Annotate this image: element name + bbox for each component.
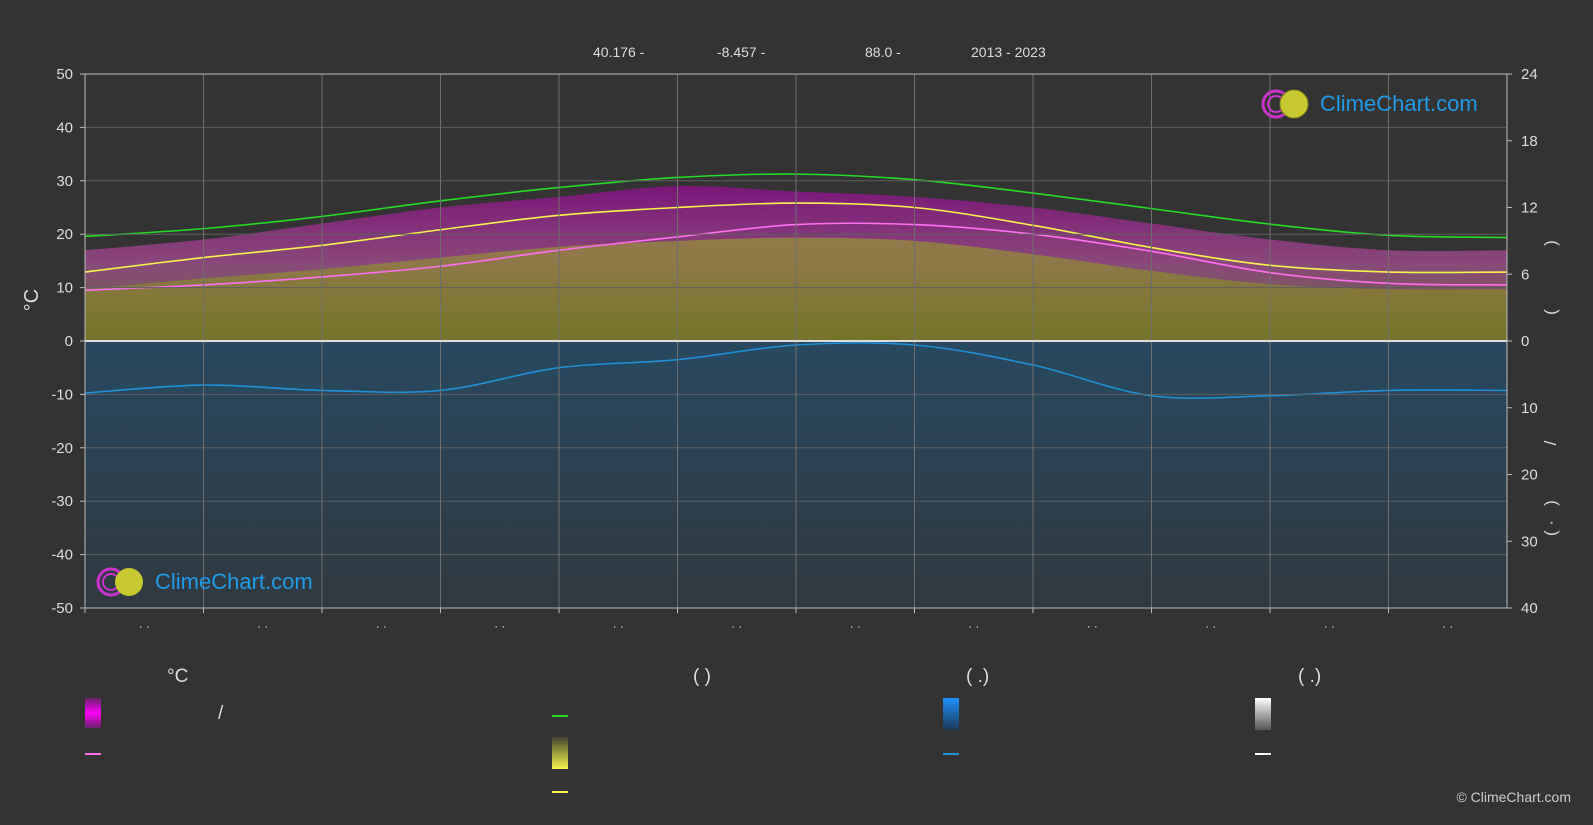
right-lower-tick-label: 40	[1521, 600, 1538, 617]
left-tick-label: 0	[65, 333, 73, 350]
right-axis-label-upper2: (	[1541, 309, 1560, 315]
month-tick-label: · ·	[257, 619, 268, 633]
header-latitude: 40.176 -	[593, 44, 645, 60]
right-axis-label-mid: /	[1541, 440, 1560, 445]
left-tick-label: 10	[56, 280, 73, 297]
right-upper-tick-label: 6	[1521, 266, 1529, 283]
left-tick-label: -10	[51, 386, 73, 403]
right-axis-label-upper: )	[1541, 240, 1560, 246]
month-tick-label: · ·	[139, 619, 150, 633]
left-tick-label: -50	[51, 600, 73, 617]
month-tick-label: · ·	[850, 619, 861, 633]
left-tick-label: 40	[56, 119, 73, 136]
left-axis-label: °C	[21, 289, 43, 311]
right-lower-tick-label: 30	[1521, 533, 1538, 550]
month-tick-label: · ·	[968, 619, 979, 633]
right-axis-label-lower: )	[1541, 500, 1560, 506]
logo-text: ClimeChart.com	[1320, 91, 1478, 116]
left-tick-label: -20	[51, 440, 73, 457]
logo-text: ClimeChart.com	[155, 569, 313, 594]
legend-col4-title: ( .)	[1298, 666, 1322, 687]
copyright: © ClimeChart.com	[1456, 789, 1571, 805]
month-tick-label: · ·	[731, 619, 742, 633]
left-tick-label: 50	[56, 66, 73, 83]
legend-swatch-sunshine	[552, 791, 568, 793]
legend-col2-title: ( )	[693, 666, 711, 687]
legend-swatch-daylight	[552, 715, 568, 717]
legend-swatch-snow	[1255, 753, 1271, 755]
right-lower-tick-label: 20	[1521, 467, 1538, 484]
left-tick-label: 30	[56, 173, 73, 190]
legend-col3-title: ( .)	[966, 666, 990, 687]
logo-bottom: ClimeChart.com	[95, 566, 313, 598]
legend-swatch-snow-range	[1255, 698, 1271, 730]
legend-col1-row1-separator: /	[218, 703, 224, 724]
legend-swatch-sunshine-range	[552, 737, 568, 769]
header-elevation: 88.0 -	[865, 44, 901, 60]
month-tick-label: · ·	[494, 619, 505, 633]
right-axis-label-lower2: ( ·	[1541, 520, 1560, 536]
month-tick-label: · ·	[1324, 619, 1335, 633]
month-tick-label: · ·	[376, 619, 387, 633]
month-tick-label: · ·	[613, 619, 624, 633]
axes: 50 40 30 20 10 0 -10 -20 -30 -40 -50 24 18 12 6 0 10 20 30…	[51, 66, 1537, 633]
legend-swatch-avg-temp	[85, 753, 101, 755]
right-upper-tick-label: 12	[1521, 200, 1538, 217]
right-upper-tick-label: 24	[1521, 66, 1538, 83]
header-years: 2013 - 2023	[971, 44, 1046, 60]
header-longitude: -8.457 -	[717, 44, 766, 60]
month-tick-label: · ·	[1205, 619, 1216, 633]
left-tick-label: -40	[51, 547, 73, 564]
right-upper-tick-label: 18	[1521, 133, 1538, 150]
logo-icon	[96, 567, 143, 597]
right-lower-tick-label: 10	[1521, 400, 1538, 417]
legend-swatch-temp-range	[85, 698, 101, 728]
left-tick-label: -30	[51, 493, 73, 510]
right-upper-tick-label: 0	[1521, 333, 1529, 350]
legend-swatch-precip-range	[943, 698, 959, 730]
logo-icon	[1261, 89, 1309, 119]
left-tick-label: 20	[56, 226, 73, 243]
month-tick-label: · ·	[1087, 619, 1098, 633]
legend-swatch-precip	[943, 753, 959, 755]
month-tick-label: · ·	[1442, 619, 1453, 633]
logo-top: ClimeChart.com	[1260, 88, 1478, 120]
legend-col1-title: °C	[167, 666, 189, 687]
